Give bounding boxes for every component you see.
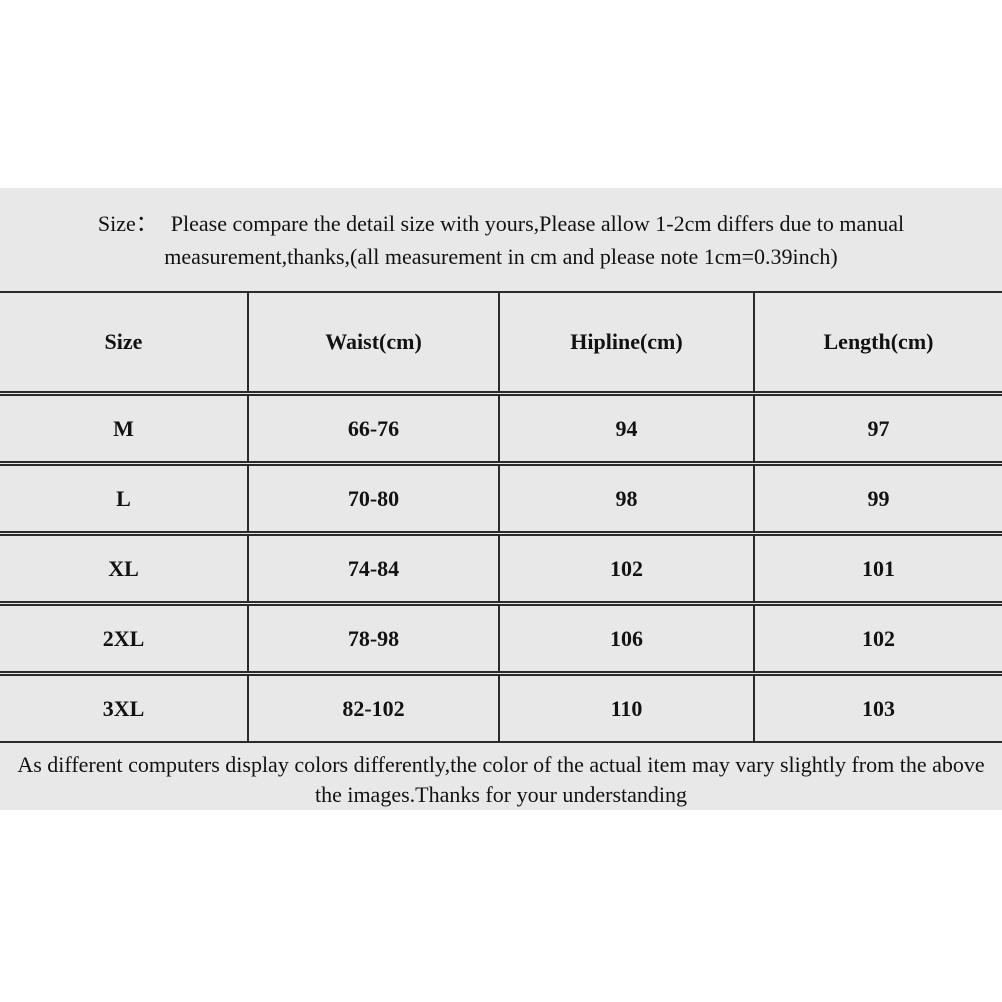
size-cell: M (0, 394, 249, 463)
waist-cell: 82-102 (249, 674, 500, 743)
length-cell: 102 (755, 604, 1002, 673)
size-note-line2: measurement,thanks,(all measurement in c… (0, 240, 1002, 273)
size-table: Size Waist(cm) Hipline(cm) Length(cm) M … (0, 290, 1002, 744)
disclaimer-line1: As different computers display colors di… (17, 752, 985, 777)
waist-cell: 78-98 (249, 604, 500, 673)
size-note-label: Size： (97, 211, 158, 236)
size-note-text-line2: measurement,thanks,(all measurement in c… (164, 244, 838, 269)
column-header-size: Size (0, 291, 249, 393)
column-header-length: Length(cm) (755, 291, 1002, 393)
length-cell: 99 (755, 464, 1002, 533)
size-note-line1: Size： Please compare the detail size with… (0, 207, 1002, 240)
length-cell: 97 (755, 394, 1002, 463)
size-cell: 3XL (0, 674, 249, 743)
size-chart-panel: Size： Please compare the detail size with… (0, 188, 1002, 810)
length-cell: 103 (755, 674, 1002, 743)
waist-cell: 66-76 (249, 394, 500, 463)
waist-cell: 70-80 (249, 464, 500, 533)
table-row-xl: XL 74-84 102 101 (0, 534, 1002, 603)
hipline-cell: 106 (500, 604, 755, 673)
length-cell: 101 (755, 534, 1002, 603)
table-row-l: L 70-80 98 99 (0, 464, 1002, 533)
size-cell: 2XL (0, 604, 249, 673)
table-row-m: M 66-76 94 97 (0, 394, 1002, 463)
hipline-cell: 102 (500, 534, 755, 603)
hipline-cell: 94 (500, 394, 755, 463)
size-table-header-row: Size Waist(cm) Hipline(cm) Length(cm) (0, 291, 1002, 393)
table-row-2xl: 2XL 78-98 106 102 (0, 604, 1002, 673)
size-cell: XL (0, 534, 249, 603)
column-header-waist: Waist(cm) (249, 291, 500, 393)
column-header-hipline: Hipline(cm) (500, 291, 755, 393)
color-disclaimer: As different computers display colors di… (0, 744, 1002, 811)
table-row-3xl: 3XL 82-102 110 103 (0, 674, 1002, 743)
disclaimer-line2: the images.Thanks for your understanding (314, 782, 688, 807)
size-note: Size： Please compare the detail size with… (0, 188, 1002, 290)
hipline-cell: 98 (500, 464, 755, 533)
size-note-text-line1: Please compare the detail size with your… (170, 211, 905, 236)
size-cell: L (0, 464, 249, 533)
hipline-cell: 110 (500, 674, 755, 743)
waist-cell: 74-84 (249, 534, 500, 603)
